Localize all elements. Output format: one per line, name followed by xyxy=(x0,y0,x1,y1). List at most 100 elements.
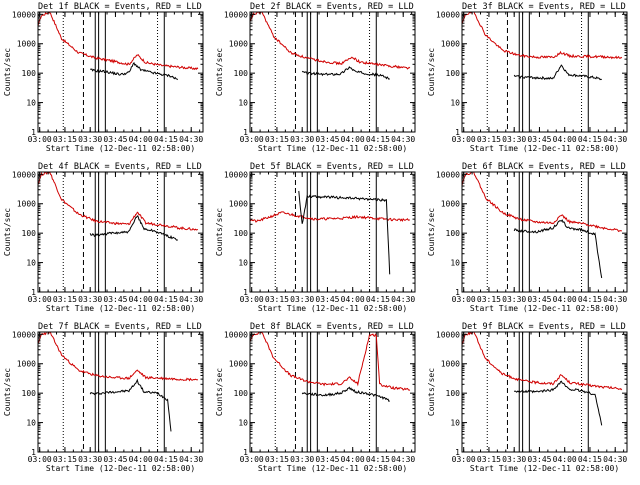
y-tick-label: 100 xyxy=(234,69,249,78)
x-tick-label: 03:00 xyxy=(452,135,476,144)
x-tick-label: 04:00 xyxy=(341,295,365,304)
y-tick-label: 10 xyxy=(26,99,36,108)
x-tick-label: 03:00 xyxy=(28,135,52,144)
panel-title: Det 9f BLACK = Events, RED = LLD xyxy=(462,322,626,332)
series-events xyxy=(89,378,172,432)
x-tick-label: 04:00 xyxy=(129,135,153,144)
series-events xyxy=(89,215,178,241)
panel-9: Det 9f BLACK = Events, RED = LLD 1 10 100 10… xyxy=(427,322,628,473)
panel-plot-area xyxy=(462,12,623,132)
y-axis-label: Counts/sec xyxy=(215,48,224,96)
x-tick-label: 04:30 xyxy=(179,295,203,304)
x-tick-label: 03:15 xyxy=(477,455,501,464)
x-tick-label: 03:00 xyxy=(28,295,52,304)
y-tick-label: 100 xyxy=(446,69,461,78)
series-lld xyxy=(38,332,199,382)
series-lld xyxy=(462,332,623,391)
series-events xyxy=(301,66,390,80)
x-tick-label: 04:15 xyxy=(154,455,178,464)
panel-frame xyxy=(249,171,416,293)
x-tick-label: 04:15 xyxy=(366,135,390,144)
y-tick-label: 1000 xyxy=(229,200,248,209)
panel-plot-area xyxy=(462,332,623,452)
x-tick-label: 04:30 xyxy=(391,295,415,304)
series-lld xyxy=(250,12,411,70)
x-tick-label: 03:00 xyxy=(240,455,264,464)
y-tick-label: 100 xyxy=(446,389,461,398)
panel-plot-area xyxy=(38,172,199,292)
y-tick-label: 10 xyxy=(238,419,248,428)
y-tick-label: 10000 xyxy=(436,170,460,179)
x-tick-label: 03:15 xyxy=(53,295,77,304)
x-tick-label: 04:30 xyxy=(603,135,627,144)
y-tick-label: 1000 xyxy=(441,40,460,49)
x-tick-label: 03:30 xyxy=(78,135,102,144)
panel-title: Det 4f BLACK = Events, RED = LLD xyxy=(38,162,202,172)
x-axis-label: Start Time (12-Dec-11 02:58:00) xyxy=(46,464,195,473)
x-tick-label: 04:30 xyxy=(391,455,415,464)
panel-frame xyxy=(37,331,204,453)
x-tick-label: 03:45 xyxy=(527,135,551,144)
panel-frame xyxy=(461,331,628,453)
x-tick-label: 03:30 xyxy=(502,295,526,304)
y-tick-label: 1 xyxy=(243,448,248,457)
y-tick-label: 1 xyxy=(243,288,248,297)
panel-frame xyxy=(461,11,628,133)
x-tick-label: 03:45 xyxy=(315,455,339,464)
x-tick-label: 04:00 xyxy=(129,455,153,464)
y-tick-label: 1 xyxy=(455,128,460,137)
y-tick-label: 10000 xyxy=(224,330,248,339)
panel-title: Det 7f BLACK = Events, RED = LLD xyxy=(38,322,202,332)
x-tick-label: 04:00 xyxy=(341,135,365,144)
x-tick-label: 04:30 xyxy=(179,135,203,144)
x-axis-label: Start Time (12-Dec-11 02:58:00) xyxy=(470,464,619,473)
x-tick-label: 04:30 xyxy=(603,295,627,304)
x-tick-label: 04:30 xyxy=(391,135,415,144)
x-tick-label: 04:15 xyxy=(154,135,178,144)
y-tick-label: 1000 xyxy=(229,360,248,369)
y-tick-label: 100 xyxy=(22,69,37,78)
x-axis-label: Start Time (12-Dec-11 02:58:00) xyxy=(46,304,195,313)
x-tick-label: 03:30 xyxy=(78,455,102,464)
y-tick-label: 100 xyxy=(22,389,37,398)
panel-1: Det 1f BLACK = Events, RED = LLD 1 10 100 10… xyxy=(3,2,204,153)
y-tick-label: 10000 xyxy=(436,330,460,339)
series-events xyxy=(513,64,602,81)
panel-title: Det 2f BLACK = Events, RED = LLD xyxy=(250,2,414,12)
x-tick-label: 03:15 xyxy=(265,455,289,464)
x-tick-label: 03:00 xyxy=(240,135,264,144)
x-tick-label: 03:45 xyxy=(103,295,127,304)
panel-title: Det 6f BLACK = Events, RED = LLD xyxy=(462,162,626,172)
y-tick-label: 10000 xyxy=(12,170,36,179)
x-tick-label: 03:15 xyxy=(53,135,77,144)
y-tick-label: 100 xyxy=(446,229,461,238)
panel-plot-area xyxy=(462,172,622,292)
panel-plot-area xyxy=(38,332,199,452)
panel-title: Det 3f BLACK = Events, RED = LLD xyxy=(462,2,626,12)
panel-4: Det 4f BLACK = Events, RED = LLD 1 10 100 10… xyxy=(3,162,204,313)
y-tick-label: 1000 xyxy=(441,360,460,369)
y-tick-label: 10 xyxy=(238,259,248,268)
y-axis-label: Counts/sec xyxy=(427,368,436,416)
x-tick-label: 04:30 xyxy=(603,455,627,464)
y-tick-label: 10000 xyxy=(12,330,36,339)
series-lld xyxy=(462,172,622,233)
x-tick-label: 04:15 xyxy=(366,295,390,304)
y-tick-label: 1000 xyxy=(17,200,36,209)
y-tick-label: 1 xyxy=(31,288,36,297)
y-tick-label: 1 xyxy=(31,128,36,137)
x-axis-label: Start Time (12-Dec-11 02:58:00) xyxy=(46,144,195,153)
panel-title: Det 8f BLACK = Events, RED = LLD xyxy=(250,322,414,332)
y-tick-label: 1 xyxy=(455,288,460,297)
series-lld xyxy=(250,332,411,391)
x-tick-label: 03:45 xyxy=(315,295,339,304)
y-tick-label: 10 xyxy=(450,259,460,268)
y-tick-label: 1000 xyxy=(229,40,248,49)
y-axis-label: Counts/sec xyxy=(427,208,436,256)
x-tick-label: 04:00 xyxy=(553,455,577,464)
series-events xyxy=(513,380,603,426)
x-axis-label: Start Time (12-Dec-11 02:58:00) xyxy=(258,304,407,313)
series-lld xyxy=(462,12,623,60)
y-tick-label: 10000 xyxy=(436,10,460,19)
